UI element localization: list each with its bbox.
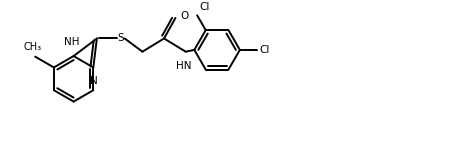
Text: N: N — [90, 76, 98, 86]
Text: Cl: Cl — [199, 2, 209, 12]
Text: NH: NH — [64, 37, 79, 47]
Text: S: S — [117, 33, 124, 44]
Text: HN: HN — [176, 61, 191, 71]
Text: O: O — [180, 11, 188, 21]
Text: Cl: Cl — [258, 45, 269, 55]
Text: CH₃: CH₃ — [23, 42, 41, 52]
